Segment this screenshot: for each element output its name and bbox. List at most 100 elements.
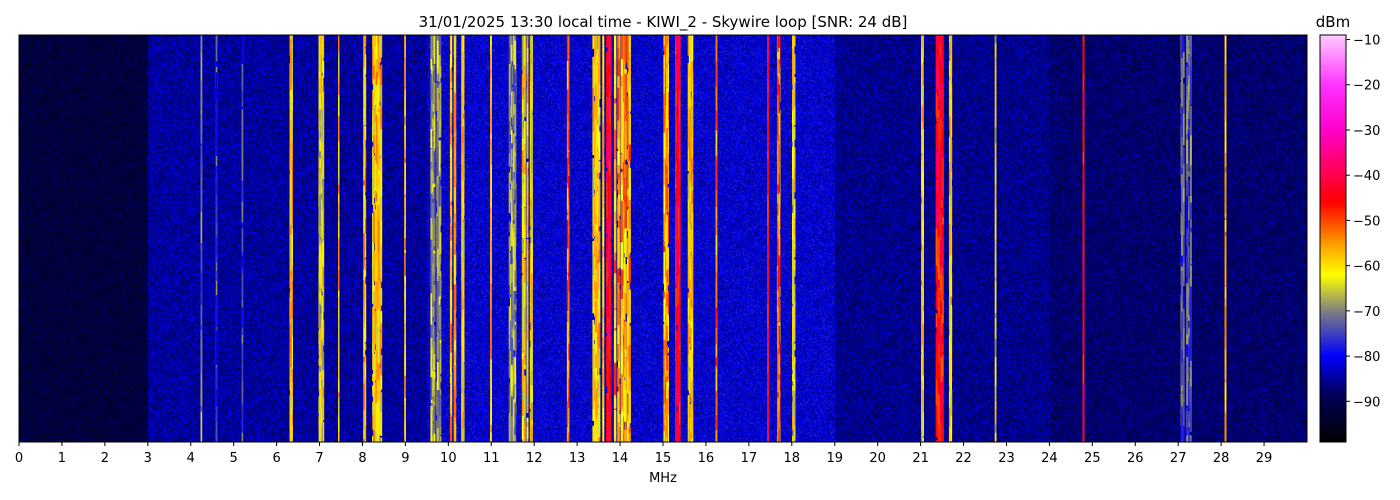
signal-mark — [777, 416, 779, 432]
signal-mark — [617, 367, 620, 387]
signal-mark — [241, 349, 244, 382]
signal-mark — [606, 182, 608, 201]
signal-mark — [514, 143, 516, 153]
signal-mark — [363, 269, 365, 280]
signal-mark — [624, 195, 627, 229]
signal-mark — [1186, 35, 1189, 63]
signal-mark — [372, 373, 374, 382]
signal-mark — [404, 284, 406, 294]
signal-mark — [338, 297, 340, 308]
signal-mark — [614, 75, 617, 86]
signal-mark — [663, 54, 665, 71]
signal-mark — [510, 202, 512, 216]
signal-mark — [433, 388, 436, 406]
signal-mark — [794, 343, 796, 351]
signal-mark — [617, 227, 620, 239]
signal-mark — [490, 310, 492, 344]
signal-mark — [320, 288, 322, 306]
signal-mark — [322, 387, 325, 398]
signal-mark — [508, 48, 511, 65]
signal-mark — [567, 279, 570, 292]
signal-mark — [215, 92, 218, 106]
signal-mark — [608, 402, 611, 410]
signal-mark — [454, 162, 456, 176]
signal-mark — [373, 328, 375, 353]
signal-mark — [666, 88, 668, 107]
signal-mark — [510, 35, 512, 68]
signal-mark — [376, 173, 378, 206]
signal-mark — [291, 65, 293, 87]
signal-mark — [1186, 133, 1189, 140]
signal-mark — [628, 200, 631, 229]
signal-mark — [950, 328, 952, 339]
signal-mark — [290, 393, 292, 409]
signal-mark — [663, 431, 665, 442]
signal-mark — [373, 411, 375, 431]
signal-mark — [526, 35, 529, 61]
signal-mark — [438, 343, 441, 360]
signal-mark — [215, 270, 218, 281]
signal-mark — [241, 381, 244, 398]
signal-mark — [1082, 274, 1084, 281]
signal-mark — [592, 305, 595, 314]
signal-mark — [617, 391, 620, 403]
signal-mark — [526, 417, 529, 423]
signal-mark — [940, 68, 943, 82]
signal-mark — [596, 191, 599, 225]
signal-mark — [666, 68, 668, 88]
signal-mark — [513, 427, 515, 442]
signal-mark — [617, 173, 620, 179]
signal-mark — [513, 291, 515, 319]
signal-mark — [778, 144, 780, 175]
signal-mark — [606, 393, 608, 399]
signal-mark — [523, 282, 526, 308]
signal-mark — [778, 136, 780, 145]
signal-mark — [200, 35, 203, 53]
signal-mark — [950, 255, 952, 263]
signal-mark — [663, 184, 665, 214]
signal-mark — [595, 269, 598, 283]
signal-mark — [510, 350, 512, 381]
signal-mark — [688, 183, 691, 200]
signal-mark — [1187, 327, 1190, 339]
signal-mark — [687, 354, 690, 366]
signal-mark — [675, 413, 677, 442]
signal-mark — [777, 202, 779, 215]
signal-mark — [380, 311, 383, 324]
signal-mark — [430, 349, 433, 378]
signal-mark — [607, 200, 610, 221]
signal-mark — [675, 388, 677, 406]
signal-mark — [320, 408, 322, 441]
signal-mark — [513, 68, 515, 92]
signal-mark — [663, 246, 665, 252]
signal-mark — [521, 352, 524, 359]
signal-mark — [935, 440, 938, 442]
signal-mark — [620, 129, 623, 154]
signal-mark — [679, 333, 681, 365]
signal-mark — [526, 232, 529, 238]
signal-mark — [364, 168, 367, 193]
signal-mark — [291, 425, 293, 439]
signal-mark — [1185, 126, 1188, 133]
signal-mark — [666, 270, 668, 280]
signal-mark — [675, 340, 677, 360]
signal-mark — [767, 151, 769, 159]
signal-mark — [375, 403, 378, 433]
signal-mark — [320, 356, 322, 368]
signal-mark — [461, 35, 463, 48]
signal-mark — [322, 60, 325, 78]
signal-mark — [950, 55, 952, 83]
signal-mark — [461, 258, 463, 289]
signal-mark — [617, 138, 620, 149]
signal-mark — [666, 35, 668, 47]
signal-mark — [436, 68, 439, 82]
signal-mark — [940, 128, 943, 135]
signal-mark — [922, 156, 924, 172]
signal-mark — [994, 356, 997, 387]
signal-mark — [777, 238, 779, 266]
signal-mark — [614, 273, 617, 285]
signal-mark — [450, 134, 453, 149]
signal-mark — [921, 425, 923, 442]
signal-mark — [241, 255, 244, 269]
signal-mark — [921, 209, 923, 238]
